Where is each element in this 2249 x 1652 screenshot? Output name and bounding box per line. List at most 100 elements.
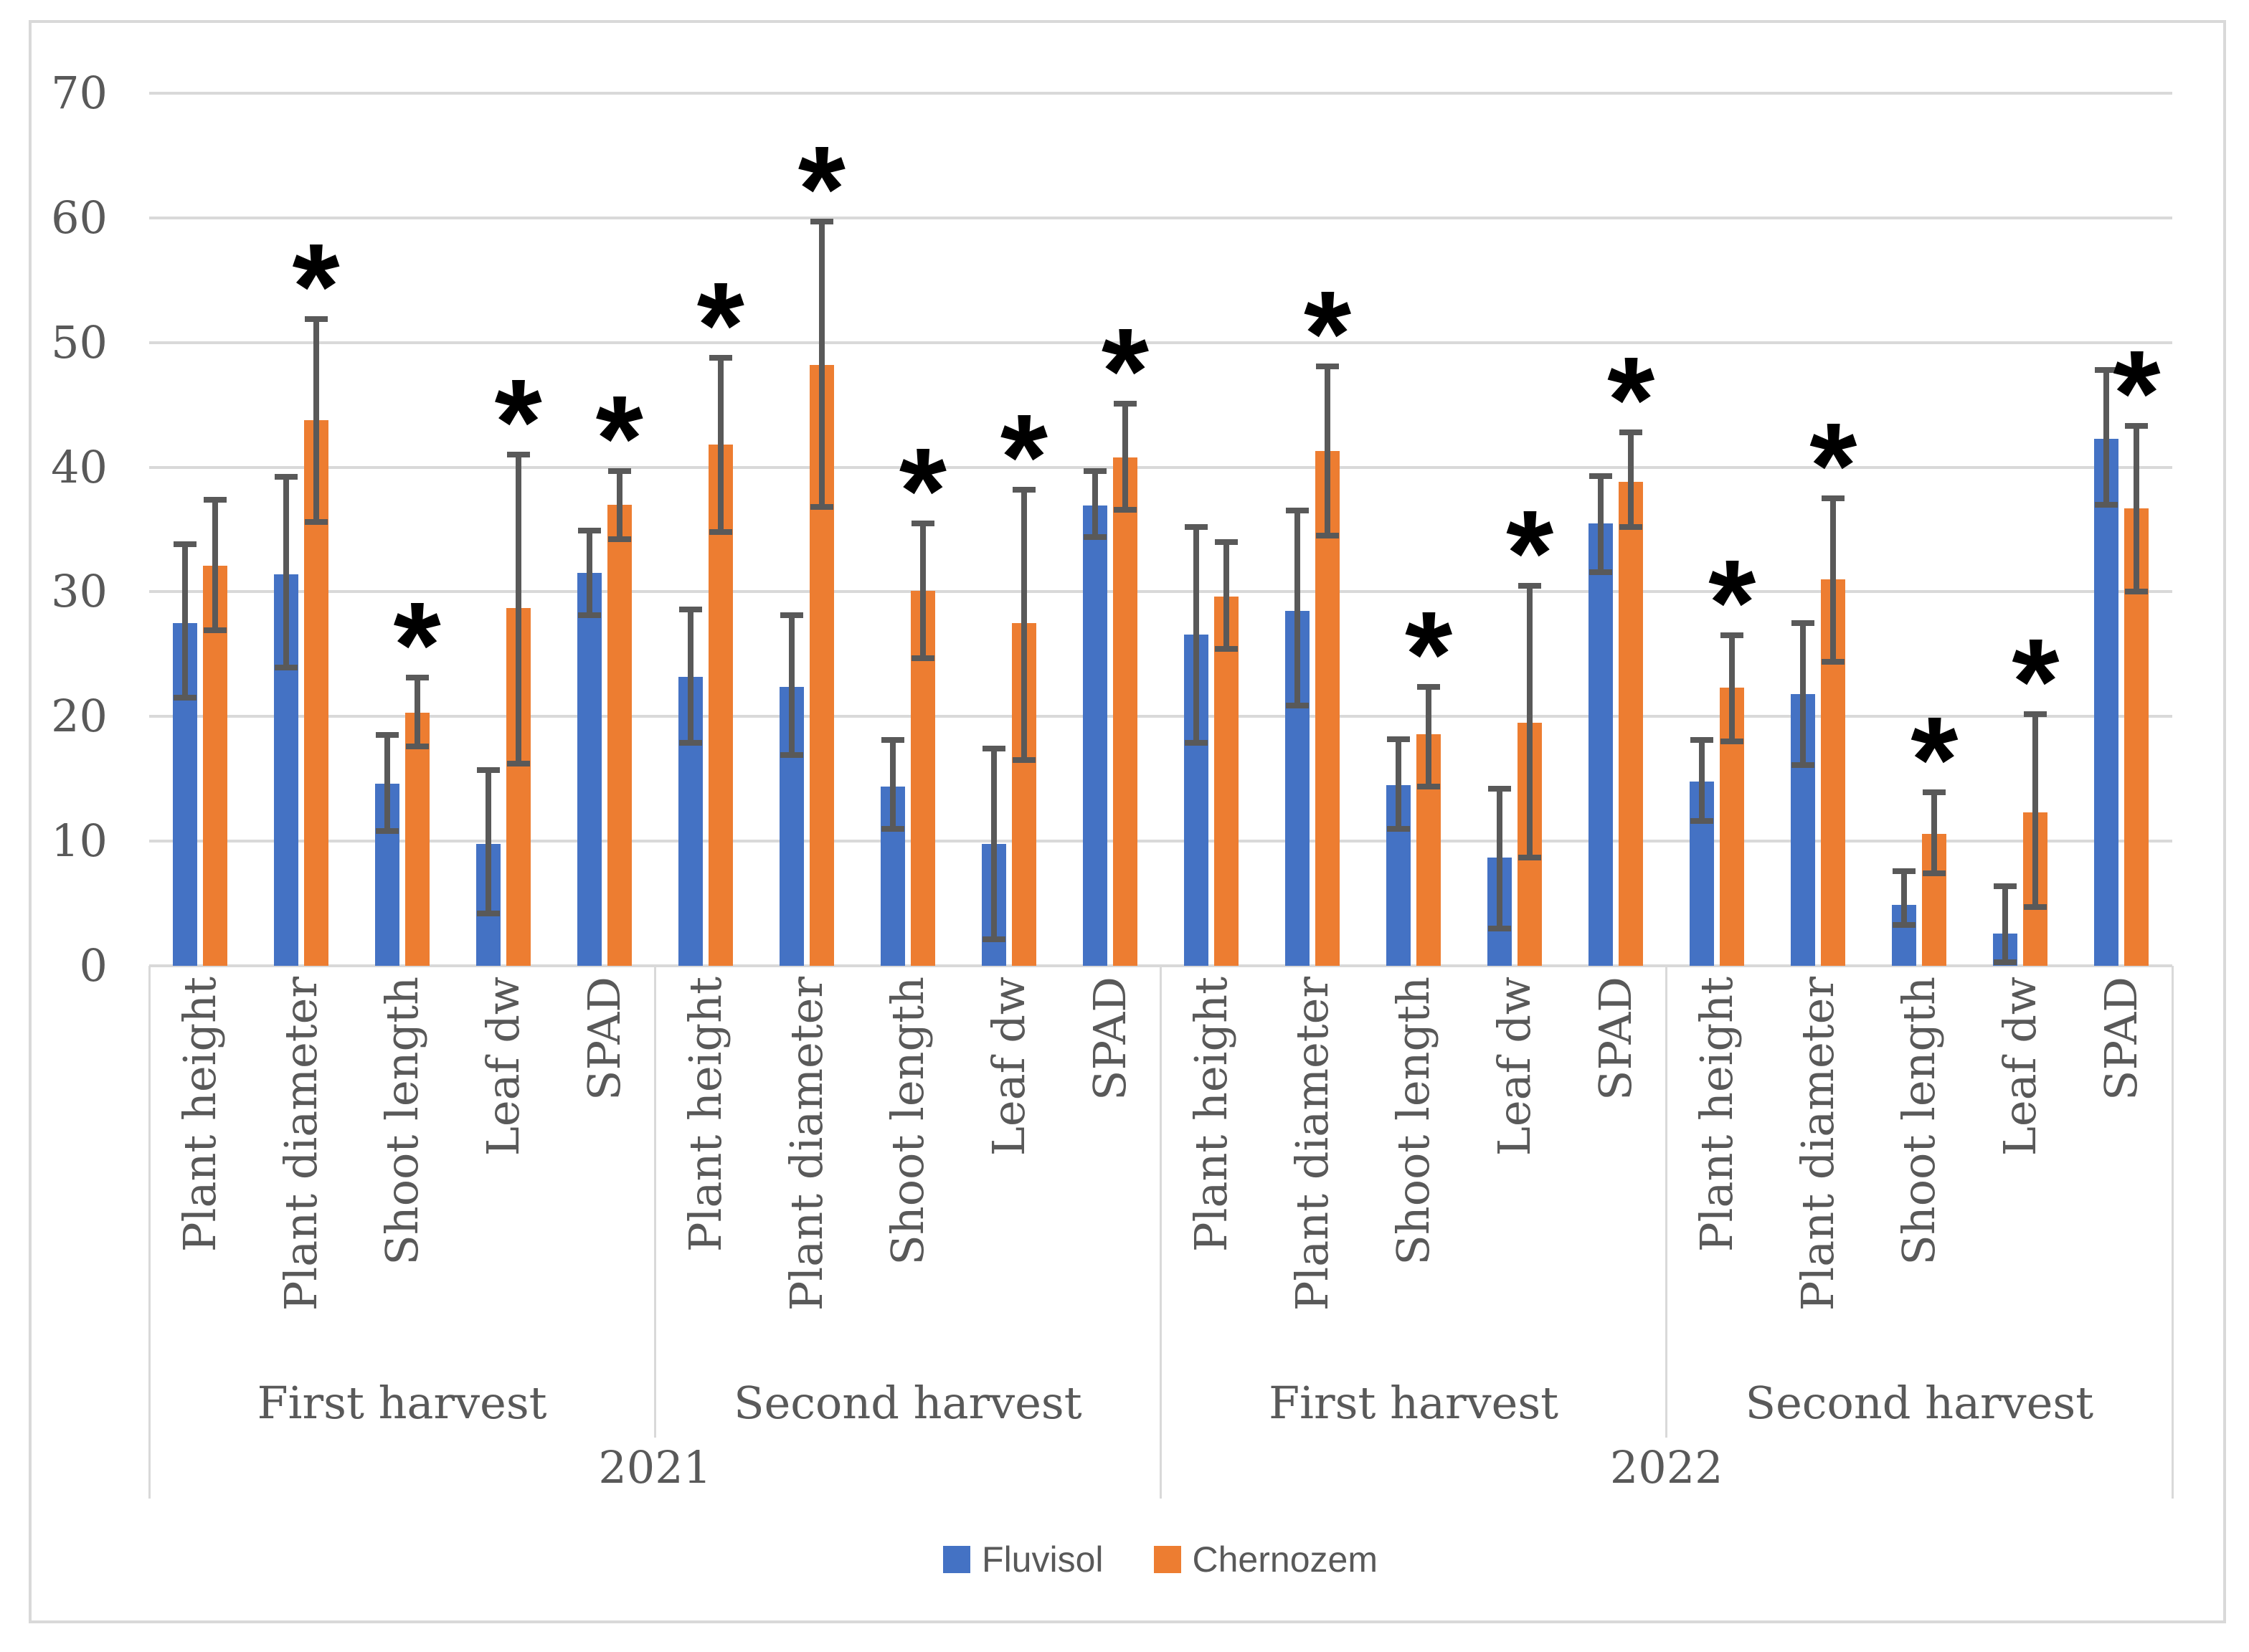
significance-asterisk: * — [494, 354, 542, 491]
significance-asterisk: * — [797, 121, 846, 258]
significance-asterisk: * — [1911, 692, 1959, 829]
error-bar-line — [1830, 498, 1837, 662]
error-bar-cap-top — [1387, 736, 1411, 742]
error-bar-cap-bottom — [274, 665, 298, 671]
y-axis-tick-label: 20 — [51, 690, 108, 743]
chernozem-bar — [1214, 597, 1239, 966]
error-bar-cap-bottom — [1690, 818, 1714, 825]
error-bar-cap-top — [1012, 486, 1036, 493]
error-bar-line — [1628, 432, 1634, 528]
error-bar-line — [515, 455, 521, 764]
error-bar-line — [1426, 686, 1432, 787]
error-bar-line — [1223, 541, 1230, 650]
error-bar-cap-top — [173, 541, 197, 548]
error-bar-cap-bottom — [1387, 825, 1411, 832]
error-bar-cap-bottom — [780, 752, 803, 759]
y-gridline — [149, 341, 2172, 344]
axis-edge-line-right — [2171, 966, 2174, 1499]
category-axis-label: Leaf dw — [1994, 977, 2047, 1157]
error-bar-cap-bottom — [1083, 533, 1107, 540]
fluvisol-bar — [1588, 523, 1614, 966]
harvest-axis-label: First harvest — [257, 1377, 547, 1429]
category-axis-label: Plant height — [678, 977, 731, 1253]
significance-asterisk: * — [292, 218, 340, 355]
error-bar-cap-top — [1083, 467, 1107, 474]
y-axis-tick-label: 70 — [51, 67, 108, 119]
error-bar-line — [1901, 870, 1908, 925]
error-bar-line — [2032, 713, 2039, 908]
error-bar-cap-top — [2125, 423, 2149, 429]
error-bar-cap-top — [203, 496, 227, 503]
error-bar-cap-bottom — [881, 825, 904, 832]
y-gridline — [149, 715, 2172, 718]
error-bar-line — [2134, 426, 2140, 592]
error-bar-line — [616, 470, 622, 540]
category-axis-label: Plant height — [173, 977, 226, 1253]
error-bar-cap-bottom — [1791, 762, 1815, 769]
error-bar-line — [181, 544, 188, 698]
error-bar-line — [586, 531, 592, 616]
error-bar-cap-bottom — [678, 739, 702, 746]
category-axis-label: Leaf dw — [1488, 977, 1541, 1157]
significance-asterisk: * — [1809, 398, 1857, 535]
category-axis-label: Plant height — [1690, 977, 1743, 1253]
error-bar-line — [1193, 527, 1200, 743]
category-axis-label: Shoot length — [1893, 977, 1946, 1266]
category-axis-label: SPAD — [2095, 977, 2148, 1101]
error-bar-cap-bottom — [2125, 589, 2149, 595]
legend-label-fluvisol: Fluvisol — [982, 1539, 1104, 1580]
y-gridline — [149, 840, 2172, 843]
error-bar-cap-bottom — [2095, 501, 2118, 508]
error-bar-cap-top — [1518, 582, 1542, 589]
fluvisol-bar — [577, 573, 602, 966]
error-bar-cap-top — [1720, 632, 1744, 639]
error-bar-line — [1122, 403, 1128, 510]
category-axis-label: Shoot length — [375, 977, 428, 1266]
error-bar-line — [1497, 789, 1503, 929]
error-bar-cap-bottom — [1286, 702, 1310, 708]
error-bar-line — [384, 735, 390, 832]
error-bar-cap-top — [1690, 737, 1714, 744]
error-bar-line — [1396, 739, 1402, 829]
year-axis-label: 2022 — [1609, 1441, 1723, 1494]
error-bar-line — [2103, 369, 2110, 505]
legend-item-chernozem: Chernozem — [1153, 1539, 1378, 1580]
error-bar-cap-bottom — [2024, 904, 2047, 911]
error-bar-cap-bottom — [1822, 658, 1845, 665]
category-axis-label: Plant diameter — [1286, 977, 1339, 1311]
fluvisol-bar — [1082, 505, 1107, 966]
harvest-separator-line — [1665, 966, 1668, 1438]
error-bar-line — [1800, 622, 1807, 766]
significance-asterisk: * — [393, 577, 441, 714]
error-bar-line — [2002, 886, 2009, 962]
chernozem-bar — [1112, 457, 1137, 966]
category-axis-label: Leaf dw — [982, 977, 1035, 1157]
error-bar-cap-bottom — [1185, 739, 1208, 746]
fluvisol-bar — [2094, 438, 2119, 966]
error-bar-line — [919, 523, 926, 658]
error-bar-cap-top — [1113, 400, 1137, 407]
harvest-axis-label: Second harvest — [1745, 1377, 2094, 1429]
error-bar-line — [717, 357, 724, 532]
error-bar-cap-bottom — [1488, 925, 1512, 931]
error-bar-cap-top — [982, 746, 1005, 752]
error-bar-cap-bottom — [1417, 783, 1441, 789]
harvest-separator-line — [653, 966, 656, 1438]
error-bar-cap-top — [476, 767, 500, 774]
error-bar-cap-top — [780, 612, 803, 619]
error-bar-cap-bottom — [304, 519, 328, 526]
legend-item-fluvisol: Fluvisol — [943, 1539, 1104, 1580]
error-bar-cap-bottom — [1518, 854, 1542, 860]
harvest-axis-label: First harvest — [1269, 1377, 1559, 1429]
error-bar-cap-bottom — [810, 504, 833, 511]
error-bar-cap-top — [2095, 366, 2118, 373]
error-bar-line — [1931, 792, 1938, 874]
category-axis-label: Shoot length — [1387, 977, 1440, 1266]
error-bar-cap-top — [678, 606, 702, 612]
error-bar-cap-top — [1589, 473, 1613, 479]
significance-asterisk: * — [595, 370, 643, 507]
error-bar-cap-bottom — [1215, 646, 1239, 652]
y-axis-tick-label: 40 — [51, 440, 108, 493]
error-bar-line — [788, 615, 795, 756]
error-bar-cap-top — [1417, 683, 1441, 690]
